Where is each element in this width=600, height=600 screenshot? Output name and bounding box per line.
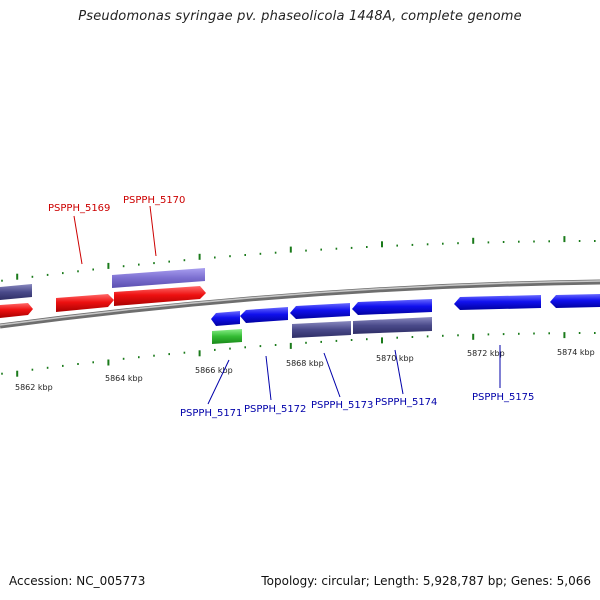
cds-bar-PSPPH_5173[interactable]: [292, 321, 351, 338]
gene-arrow-PSPPH_5175[interactable]: [454, 295, 541, 310]
leader-line-PSPPH_5172: [265, 355, 272, 401]
gene-label-PSPPH_5171[interactable]: PSPPH_5171: [180, 408, 242, 419]
gene-arrow-PSPPH_5173[interactable]: [290, 303, 350, 319]
cds-bar-PSPPH_5174[interactable]: [353, 317, 432, 334]
leader-line-PSPPH_5170: [149, 205, 157, 257]
cds-bar-PSPPH_5170[interactable]: [112, 268, 205, 288]
genome-title: Pseudomonas syringae pv. phaseolicola 14…: [78, 9, 522, 24]
scale-label-5868: 5868 kbp: [286, 359, 324, 368]
accession-label: Accession: NC_005773: [9, 574, 146, 588]
gene-arrow-PSPPH_5170[interactable]: [114, 286, 206, 306]
gene-label-PSPPH_5172[interactable]: PSPPH_5172: [244, 404, 306, 415]
topology-label: Topology: circular; Length: 5,928,787 bp…: [261, 574, 591, 588]
gene-arrow-forward-partial[interactable]: [0, 303, 33, 318]
genome-backbone: [0, 279, 600, 329]
leader-line-PSPPH_5171: [207, 359, 230, 405]
gene-label-PSPPH_5174[interactable]: PSPPH_5174: [375, 397, 437, 408]
cds-bar-forward-partial[interactable]: [0, 284, 32, 300]
leader-line-PSPPH_5169: [73, 215, 83, 265]
scale-label-5870: 5870 kbp: [376, 354, 414, 363]
gene-label-PSPPH_5173[interactable]: PSPPH_5173: [311, 400, 373, 411]
scale-label-5862: 5862 kbp: [15, 383, 53, 392]
genome-backbone-highlight: [0, 280, 600, 326]
scale-ticks-top: [1, 236, 596, 282]
scale-label-5874: 5874 kbp: [557, 348, 595, 357]
scale-label-5872: 5872 kbp: [467, 349, 505, 358]
leader-line-PSPPH_5174: [394, 349, 404, 395]
gene-arrow-PSPPH_5169[interactable]: [56, 294, 114, 312]
scale-label-5864: 5864 kbp: [105, 374, 143, 383]
gene-label-PSPPH_5175[interactable]: PSPPH_5175: [472, 392, 534, 403]
gene-arrow-PSPPH_5172[interactable]: [240, 307, 288, 323]
gene-arrow-PSPPH_5174[interactable]: [352, 299, 432, 315]
gene-label-PSPPH_5170[interactable]: PSPPH_5170: [123, 195, 185, 206]
scale-label-5866: 5866 kbp: [195, 366, 233, 375]
rna-bar-PSPPH_5171[interactable]: [212, 329, 242, 344]
leader-line-PSPPH_5173: [323, 352, 341, 398]
gene-label-PSPPH_5169[interactable]: PSPPH_5169: [48, 203, 110, 214]
gene-arrow-PSPPH_5171[interactable]: [211, 311, 240, 326]
scale-ticks-bottom: [1, 332, 596, 377]
gene-arrow-reverse-partial[interactable]: [550, 294, 600, 308]
